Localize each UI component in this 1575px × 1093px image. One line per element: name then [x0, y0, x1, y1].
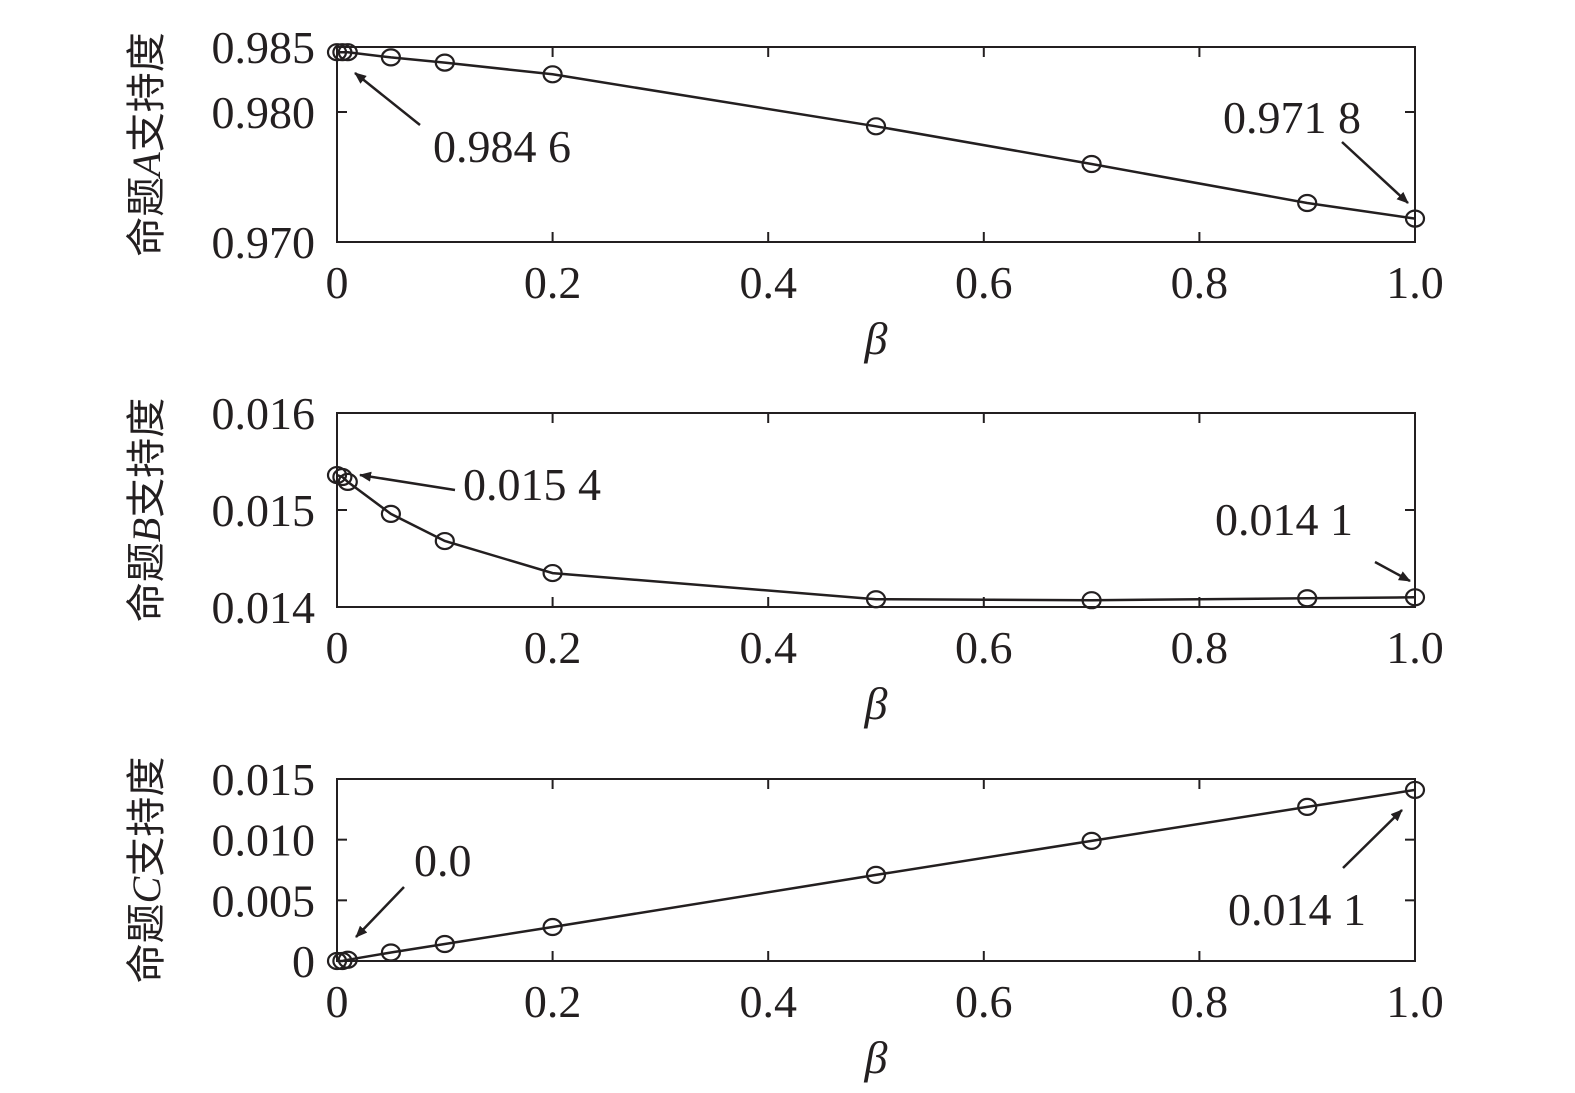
x-tick-label: 1.0 — [1386, 257, 1444, 308]
subplot-b: 0 0.2 0.4 0.6 0.8 1.0 0.014 0.015 0.016 β 命题B支持度 0.… — [124, 388, 1444, 729]
y-tick-label: 0 — [292, 936, 315, 987]
y-tick-label: 0.014 — [212, 582, 316, 633]
x-tick-label: 0.6 — [955, 622, 1013, 673]
x-tick-label: 0.6 — [955, 976, 1013, 1027]
y-tick-label: 0.005 — [212, 875, 316, 926]
annotation-label: 0.0 — [414, 835, 472, 886]
data-point — [542, 917, 563, 937]
x-tick-label: 0.4 — [739, 622, 797, 673]
data-point — [1297, 193, 1318, 213]
data-point — [865, 117, 887, 136]
annotation-arrow — [355, 886, 405, 938]
data-point — [326, 43, 348, 62]
y-tick-label: 0.016 — [212, 388, 316, 439]
data-point — [337, 472, 358, 491]
data-point — [434, 531, 455, 551]
annotation-label: 0.014 1 — [1228, 884, 1366, 935]
data-point — [380, 48, 401, 67]
data-point — [380, 504, 401, 523]
y-axis-label: 命题B支持度 — [124, 398, 169, 622]
x-tick-label: 0.2 — [524, 976, 582, 1027]
x-tick-label: 0.8 — [1171, 976, 1229, 1027]
x-tick-label: 0 — [326, 622, 349, 673]
data-point — [1404, 588, 1426, 607]
y-tick-label: 0.015 — [212, 754, 316, 805]
data-point — [542, 65, 563, 84]
data-point — [1081, 154, 1102, 174]
y-tick-label: 0.985 — [212, 22, 316, 73]
x-axis-label: β — [864, 678, 888, 729]
data-point — [865, 865, 887, 884]
x-tick-label: 1.0 — [1386, 622, 1444, 673]
data-point — [337, 950, 358, 969]
x-tick-label: 0.2 — [524, 257, 582, 308]
data-point — [380, 943, 401, 962]
x-tick-label: 0.6 — [955, 257, 1013, 308]
subplot-a: 0 0.2 0.4 0.6 0.8 1.0 0.970 0.980 0.985 β 命题A支持度 0.… — [124, 22, 1444, 364]
x-tick-label: 0 — [326, 257, 349, 308]
annotation-label: 0.984 6 — [433, 121, 571, 172]
data-point — [337, 43, 358, 62]
data-point — [1081, 831, 1102, 850]
y-tick-label: 0.980 — [212, 87, 316, 138]
data-point — [1081, 591, 1102, 610]
x-tick-label: 0.8 — [1171, 257, 1229, 308]
data-point — [1297, 589, 1318, 608]
annotation-arrow — [1342, 809, 1403, 869]
y-tick-label: 0.010 — [212, 815, 316, 866]
x-tick-label: 0.2 — [524, 622, 582, 673]
annotation-arrow — [359, 471, 456, 492]
y-axis-label: 命题A支持度 — [124, 32, 169, 256]
data-point — [434, 53, 455, 72]
annotation-arrow — [354, 72, 421, 126]
y-tick-label: 0.970 — [212, 217, 316, 268]
y-axis-label: 命题C支持度 — [124, 757, 169, 984]
x-tick-label: 0 — [326, 976, 349, 1027]
plot-frame — [336, 778, 1416, 962]
data-point — [1297, 797, 1318, 817]
x-tick-label: 0.8 — [1171, 622, 1229, 673]
plot-frame — [336, 46, 1416, 243]
x-tick-label: 0.4 — [739, 257, 797, 308]
data-point — [542, 563, 563, 583]
data-point — [434, 934, 455, 954]
x-axis-label: β — [864, 1032, 888, 1083]
x-axis-label: β — [864, 313, 888, 364]
data-point — [1404, 780, 1426, 800]
annotation-label: 0.015 4 — [463, 459, 601, 510]
annotation-arrow — [1341, 141, 1409, 204]
series-line — [337, 788, 1416, 963]
annotation-label: 0.971 8 — [1223, 92, 1361, 143]
data-point — [332, 467, 353, 487]
annotation-arrow — [1374, 560, 1411, 583]
y-tick-label: 0.015 — [212, 485, 316, 536]
annotation-label: 0.014 1 — [1215, 494, 1353, 545]
data-point — [326, 951, 348, 971]
data-point — [332, 43, 353, 62]
data-point — [1404, 209, 1426, 228]
data-point — [865, 590, 887, 609]
x-tick-label: 1.0 — [1386, 976, 1444, 1027]
x-tick-label: 0.4 — [739, 976, 797, 1027]
